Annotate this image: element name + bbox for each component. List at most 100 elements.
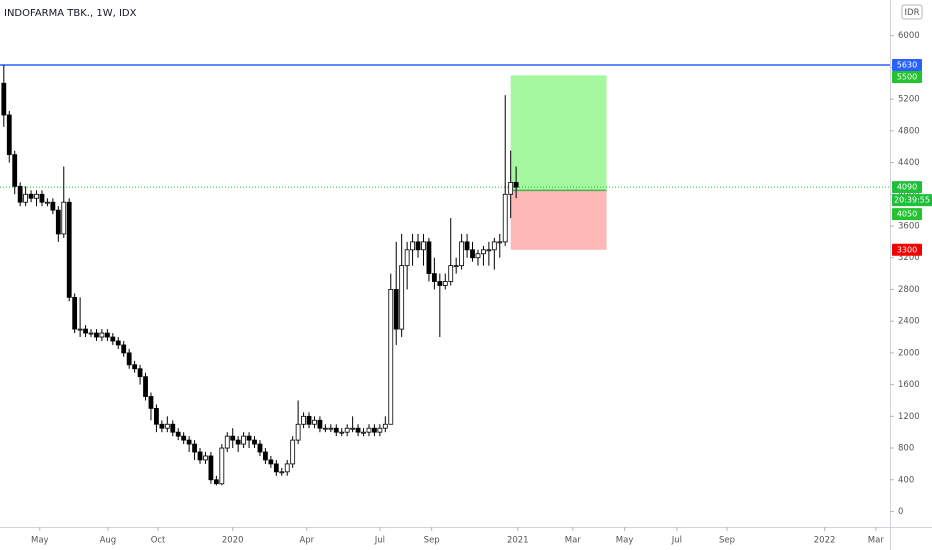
- price-label: 4090: [897, 183, 917, 192]
- x-tick-label: 2022: [814, 536, 836, 546]
- candle-body: [361, 431, 366, 434]
- candle-body: [203, 455, 208, 461]
- candle-body: [459, 241, 465, 267]
- candle-body: [421, 241, 426, 251]
- candle-body: [99, 332, 105, 338]
- x-tick-label: Apr: [299, 536, 314, 546]
- candle-body: [295, 423, 301, 441]
- price-label-box: [892, 208, 922, 221]
- candle-body: [110, 336, 116, 342]
- candle-body: [224, 435, 230, 449]
- y-tick-label: 3600: [898, 222, 920, 232]
- candle-body: [257, 443, 263, 453]
- candle-body: [83, 328, 88, 334]
- candle-body: [344, 427, 350, 433]
- candle-body: [284, 463, 290, 473]
- candle-body: [121, 344, 127, 354]
- candle-body: [290, 439, 296, 465]
- candle-body: [470, 249, 475, 259]
- candle-body: [333, 427, 339, 433]
- target-zone: [510, 75, 607, 191]
- candle-body: [39, 193, 45, 203]
- candle-body: [88, 332, 94, 335]
- candle-body: [317, 419, 323, 429]
- countdown-box: [892, 194, 932, 207]
- candle-body: [246, 435, 252, 441]
- candle-body: [475, 253, 481, 259]
- candle-body: [186, 439, 192, 445]
- candle-body: [132, 364, 138, 370]
- x-tick-label: Jul: [374, 536, 385, 546]
- candle-body: [66, 201, 72, 298]
- candle-body: [464, 241, 470, 251]
- candle-body: [301, 415, 306, 425]
- candle-body: [497, 241, 503, 244]
- candle-body: [213, 479, 219, 485]
- y-tick-label: 2800: [898, 285, 920, 295]
- candle-body: [148, 396, 154, 409]
- price-label-box: [892, 243, 922, 256]
- candle-body: [77, 328, 83, 331]
- price-label: 4050: [897, 210, 917, 219]
- x-tick-label: Oct: [151, 536, 166, 546]
- y-tick-label: 5200: [898, 95, 920, 105]
- price-label-box: [892, 59, 922, 72]
- price-label: 5500: [897, 73, 917, 82]
- candle-body: [241, 435, 247, 445]
- countdown: 20:39:55: [894, 196, 930, 205]
- candle-body: [328, 427, 334, 430]
- x-tick-label: Jul: [671, 536, 682, 546]
- stop-zone: [510, 190, 607, 250]
- chart-title: INDOFARMA TBK., 1W, IDX: [4, 8, 137, 19]
- candle-body: [491, 241, 497, 251]
- candle-body: [230, 435, 236, 441]
- x-tick-label: Aug: [100, 536, 117, 546]
- candle-body: [366, 427, 372, 433]
- y-tick-label: 2000: [898, 348, 920, 358]
- candle-body: [72, 296, 78, 330]
- candle-body: [442, 281, 448, 286]
- candle-body: [404, 249, 410, 267]
- candle-body: [175, 431, 181, 437]
- y-tick-label: 1600: [898, 380, 920, 390]
- candle-body: [94, 332, 99, 338]
- x-tick-label: Sep: [424, 536, 440, 546]
- y-tick-label: 400: [898, 475, 914, 485]
- y-tick-label: 1200: [898, 412, 920, 422]
- candle-body: [219, 447, 225, 485]
- y-tick-label: 6000: [898, 31, 920, 41]
- candle-body: [137, 368, 143, 378]
- candle-body: [306, 415, 312, 425]
- x-tick-label: Mar: [868, 536, 885, 546]
- currency: IDR: [905, 8, 920, 18]
- candle-body: [279, 471, 285, 474]
- candle-body: [410, 241, 415, 251]
- y-tick-label: 4400: [898, 158, 920, 168]
- candle-body: [393, 289, 399, 330]
- y-tick-label: 3200: [898, 253, 920, 263]
- candle-body: [513, 181, 519, 188]
- candle-body: [350, 427, 356, 430]
- candle-body: [34, 193, 39, 199]
- candle-body: [252, 439, 257, 445]
- candle-body: [322, 427, 328, 430]
- price-label: 5630: [897, 61, 917, 70]
- candle-body: [192, 443, 197, 453]
- candle-body: [1, 82, 7, 116]
- candle-body: [388, 289, 394, 425]
- candle-body: [181, 435, 187, 441]
- candle-body: [339, 431, 345, 434]
- candle-body: [426, 241, 432, 274]
- x-tick-label: 2020: [222, 536, 244, 546]
- candle-body: [104, 332, 110, 338]
- candle-body: [28, 193, 34, 199]
- candle-body: [382, 423, 388, 429]
- currency-box[interactable]: [901, 4, 923, 20]
- candle-body: [45, 201, 50, 204]
- candle-body: [115, 340, 121, 346]
- candle-body: [170, 423, 176, 433]
- candle-body: [415, 241, 421, 251]
- candle-body: [377, 427, 383, 433]
- candle-body: [197, 451, 203, 461]
